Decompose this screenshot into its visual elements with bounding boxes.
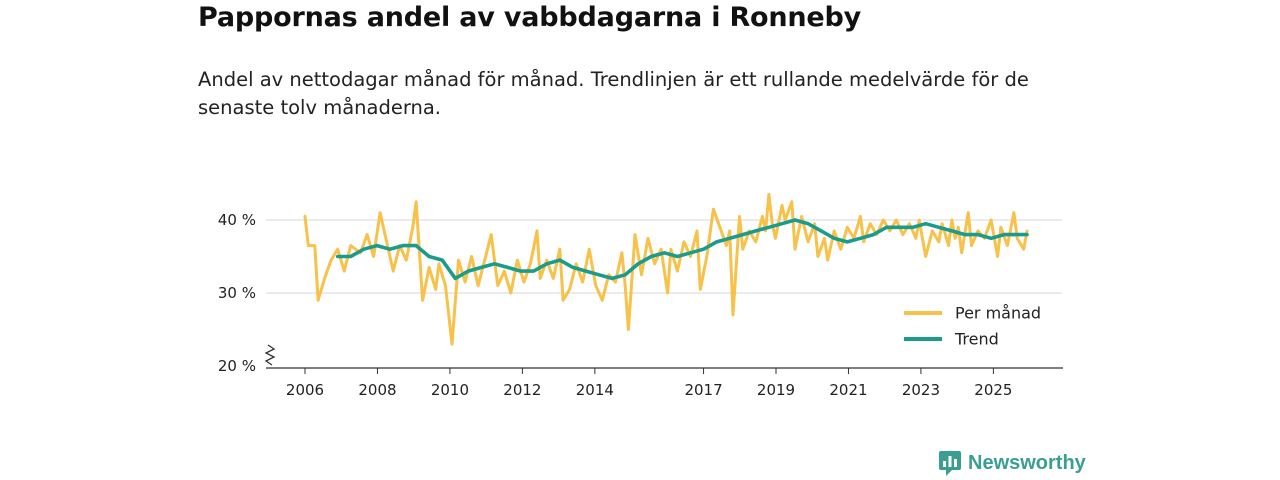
- x-tick-label-2008: 2008: [358, 381, 396, 399]
- legend: Per månad Trend: [904, 304, 1041, 349]
- y-tick-label-30: 30 %: [218, 284, 256, 302]
- chart-subtitle: Andel av nettodagar månad för månad. Tre…: [198, 68, 1029, 119]
- x-tick-label-2012: 2012: [503, 381, 541, 399]
- series-line-per-manad: [303, 192, 1029, 346]
- x-tick-label-2014: 2014: [576, 381, 614, 399]
- newsworthy-logo-icon: [939, 451, 961, 476]
- x-tick-label-2017: 2017: [684, 381, 722, 399]
- x-tick-label-2023: 2023: [902, 381, 940, 399]
- x-tick-label-2025: 2025: [974, 381, 1012, 399]
- x-tick-label-2021: 2021: [829, 381, 867, 399]
- x-tick-label-2010: 2010: [431, 381, 469, 399]
- series-group: [303, 192, 1029, 346]
- legend-label-1: Trend: [954, 330, 999, 349]
- brand-name: Newsworthy: [968, 451, 1086, 474]
- gridlines: [266, 219, 1062, 294]
- legend-label-0: Per månad: [955, 304, 1041, 323]
- y-axis: 20 % 30 % 40 %: [218, 211, 256, 375]
- axis-break-icon: [264, 344, 276, 366]
- chart-title: Pappornas andel av vabbdagarna i Ronneby: [198, 2, 862, 33]
- x-tick-label-2019: 2019: [757, 381, 795, 399]
- brand-logo: Newsworthy: [938, 450, 1086, 476]
- series-line-trend: [335, 218, 1029, 281]
- y-tick-label-20: 20 %: [218, 357, 256, 375]
- x-axis: 2006 2008 2010 2012 2014 2017 2019 2021 2023 2025: [264, 344, 1063, 399]
- x-tick-label-2006: 2006: [286, 381, 324, 399]
- y-tick-label-40: 40 %: [218, 211, 256, 229]
